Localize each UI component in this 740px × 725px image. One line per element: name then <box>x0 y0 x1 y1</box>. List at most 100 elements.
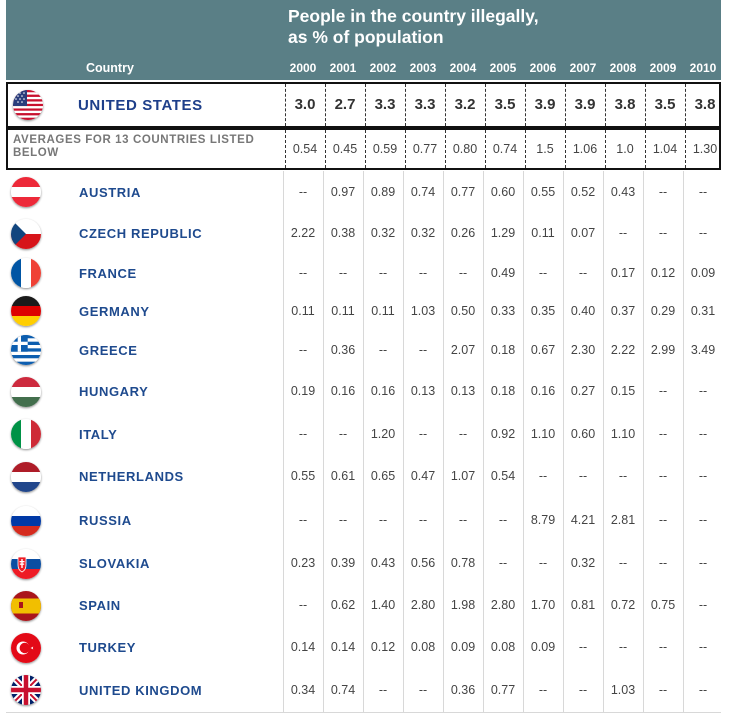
value-2001: 0.16 <box>330 384 356 398</box>
column-divider <box>563 584 564 627</box>
value-2009: -- <box>658 469 668 483</box>
russia-flag-icon <box>11 506 41 536</box>
column-divider <box>483 668 484 712</box>
country-name: CZECH REPUBLIC <box>79 226 203 241</box>
column-divider <box>603 584 604 627</box>
column-divider <box>643 330 644 370</box>
value-2002: 0.89 <box>370 185 396 199</box>
value-2001: 0.45 <box>332 142 358 156</box>
value-2003: -- <box>418 427 428 441</box>
value-2000: -- <box>298 185 308 199</box>
value-2008: 0.17 <box>610 266 636 280</box>
value-2004: 0.09 <box>450 640 476 654</box>
value-2001: 0.61 <box>330 469 356 483</box>
column-divider <box>283 455 284 498</box>
slovakia-flag-icon <box>11 549 41 579</box>
column-divider <box>443 330 444 370</box>
column-divider <box>685 130 686 168</box>
column-divider <box>683 498 684 543</box>
year-header-2002: 2002 <box>369 61 397 75</box>
value-2003: 0.47 <box>410 469 436 483</box>
column-divider <box>565 84 566 126</box>
value-2010: 0.09 <box>690 266 716 280</box>
value-2001: 2.7 <box>334 96 356 113</box>
column-divider <box>283 292 284 330</box>
table-title: People in the country illegally, as % of… <box>288 6 539 47</box>
value-2008: -- <box>618 640 628 654</box>
year-header-2003: 2003 <box>409 61 437 75</box>
column-divider <box>603 254 604 292</box>
value-2005: 0.08 <box>490 640 516 654</box>
column-divider <box>443 370 444 413</box>
column-divider <box>283 413 284 455</box>
column-divider <box>523 254 524 292</box>
value-2005: -- <box>498 556 508 570</box>
value-2008: 2.81 <box>610 513 636 527</box>
column-divider <box>563 171 564 213</box>
column-divider <box>323 330 324 370</box>
column-divider <box>483 413 484 455</box>
netherlands-flag-icon <box>11 462 41 492</box>
value-2010: 3.8 <box>694 96 716 113</box>
column-divider <box>603 413 604 455</box>
value-2009: 3.5 <box>654 96 676 113</box>
column-divider <box>443 171 444 213</box>
column-divider <box>403 254 404 292</box>
value-2008: 1.0 <box>616 142 634 156</box>
table-row: HUNGARY 0.19 0.16 0.16 0.13 0.13 0.18 0.16 0.27 0… <box>6 370 721 414</box>
column-divider <box>445 84 446 126</box>
value-2005: -- <box>498 513 508 527</box>
column-divider <box>483 543 484 584</box>
column-divider <box>403 213 404 254</box>
value-2002: 0.12 <box>370 640 396 654</box>
country-name: TURKEY <box>79 640 137 655</box>
value-2004: 0.78 <box>450 556 476 570</box>
value-2010: -- <box>698 427 708 441</box>
value-2001: 0.97 <box>330 185 356 199</box>
column-divider <box>403 455 404 498</box>
column-divider <box>565 130 566 168</box>
column-divider <box>285 84 286 126</box>
value-2000: 0.11 <box>291 304 315 318</box>
value-2009: -- <box>658 427 668 441</box>
column-divider <box>485 130 486 168</box>
column-divider <box>523 498 524 543</box>
value-2002: 0.11 <box>371 304 395 318</box>
column-divider <box>363 213 364 254</box>
column-divider <box>683 292 684 330</box>
year-header-2010: 2010 <box>689 61 717 75</box>
value-2006: 1.70 <box>530 598 556 612</box>
column-divider <box>683 370 684 413</box>
column-divider <box>483 213 484 254</box>
value-2001: -- <box>338 427 348 441</box>
value-2009: -- <box>658 185 668 199</box>
column-divider <box>323 543 324 584</box>
value-2010: -- <box>698 513 708 527</box>
year-header-2007: 2007 <box>569 61 597 75</box>
column-divider <box>603 543 604 584</box>
value-2000: -- <box>298 513 308 527</box>
value-2005: 0.92 <box>490 427 516 441</box>
column-divider <box>643 543 644 584</box>
value-2000: 2.22 <box>290 226 316 240</box>
column-divider <box>363 254 364 292</box>
value-2001: 0.38 <box>330 226 356 240</box>
value-2006: 1.5 <box>536 142 554 156</box>
column-divider <box>605 84 606 126</box>
value-2005: 0.74 <box>492 142 518 156</box>
value-2005: 0.33 <box>490 304 516 318</box>
value-2010: -- <box>698 226 708 240</box>
value-2006: 0.67 <box>530 343 556 357</box>
column-divider <box>523 413 524 455</box>
value-2010: 1.30 <box>692 142 718 156</box>
column-divider <box>443 413 444 455</box>
column-divider <box>643 254 644 292</box>
column-divider <box>403 584 404 627</box>
value-2003: 0.77 <box>412 142 438 156</box>
column-divider <box>363 627 364 668</box>
value-2004: 1.98 <box>450 598 476 612</box>
column-divider <box>323 171 324 213</box>
value-2004: 0.13 <box>450 384 476 398</box>
column-divider <box>523 292 524 330</box>
value-2002: -- <box>378 266 388 280</box>
